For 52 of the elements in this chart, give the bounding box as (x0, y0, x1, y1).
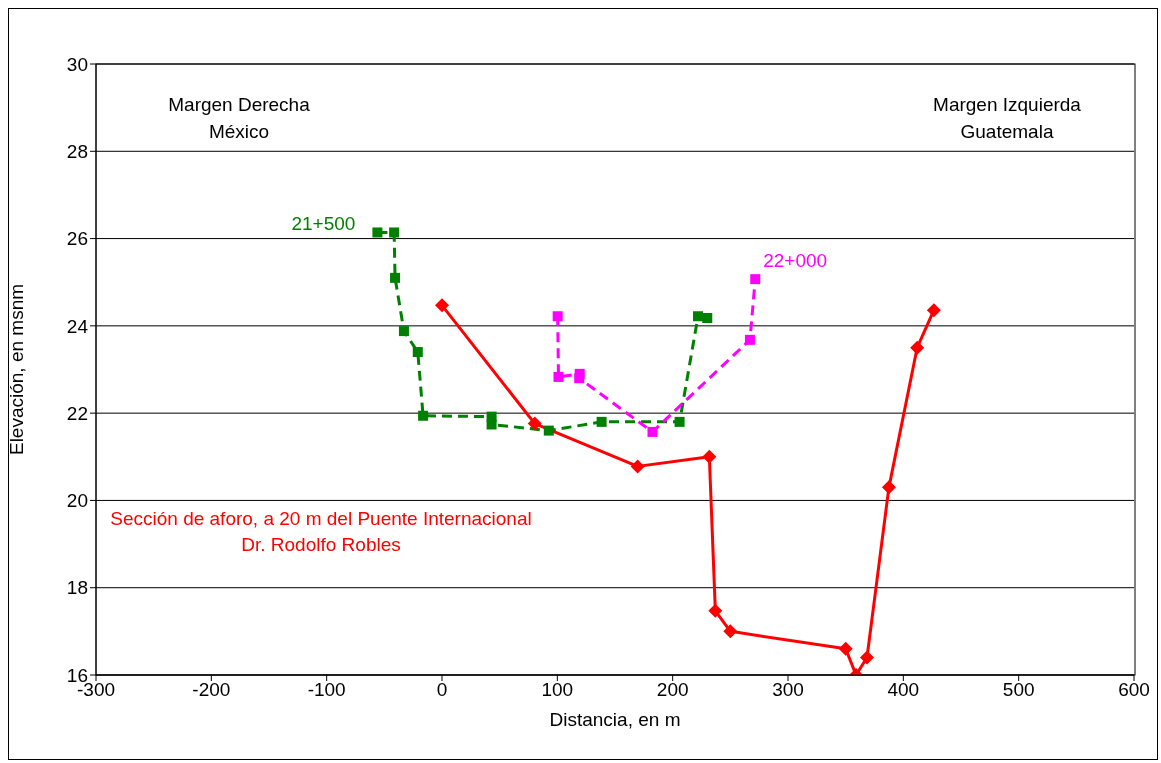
point (647, 426, 658, 437)
point (744, 334, 755, 345)
annotation: Margen Izquierda Guatemala (932, 93, 1082, 144)
point (708, 603, 723, 618)
point (860, 650, 874, 665)
point (389, 227, 400, 238)
point (838, 641, 853, 656)
y-tick-label: 30 (66, 53, 88, 75)
x-tick-label: 100 (541, 679, 574, 701)
annotation: Margen Derecha México (167, 93, 311, 144)
point (910, 340, 925, 355)
point (372, 227, 383, 238)
series-label: 21+500 (291, 213, 356, 235)
x-tick-label: 600 (1118, 679, 1150, 701)
point (926, 303, 941, 318)
point (552, 311, 563, 322)
x-tick-label: -200 (192, 679, 231, 701)
y-tick-label: 28 (66, 141, 88, 163)
text: Sección de aforo, a 20 m del Puente Internacional Dr. Rodolfo Robles (110, 508, 532, 556)
point (435, 298, 449, 313)
point (553, 371, 564, 382)
point (702, 449, 717, 464)
y-tick-label: 22 (66, 402, 88, 424)
point (418, 410, 429, 421)
point (674, 416, 685, 427)
point (543, 425, 554, 436)
x-tick-label: 500 (1002, 679, 1035, 701)
point (390, 272, 401, 283)
y-tick-label: 18 (66, 577, 88, 599)
y-axis-title: Elevación, en msnm (5, 283, 27, 456)
point (596, 416, 607, 427)
point (881, 480, 896, 495)
point (723, 624, 738, 639)
x-tick-label: -100 (307, 679, 346, 701)
point (486, 419, 497, 430)
x-tick-label: 300 (772, 679, 804, 701)
point (574, 373, 585, 384)
y-tick-label: 26 (66, 228, 88, 250)
series-label: 22+000 (763, 250, 828, 272)
point (750, 274, 761, 285)
x-axis-title: Distancia, en m (549, 709, 681, 731)
point (412, 347, 423, 358)
point (527, 416, 542, 431)
y-tick-label: 20 (66, 490, 88, 512)
x-tick-label: 400 (887, 679, 920, 701)
x-tick-label: 0 (436, 679, 448, 701)
x-tick-label: 200 (656, 679, 689, 701)
point (630, 459, 645, 474)
y-tick-label: 24 (66, 315, 89, 337)
point (702, 313, 713, 323)
point (693, 311, 704, 322)
point (398, 326, 409, 337)
